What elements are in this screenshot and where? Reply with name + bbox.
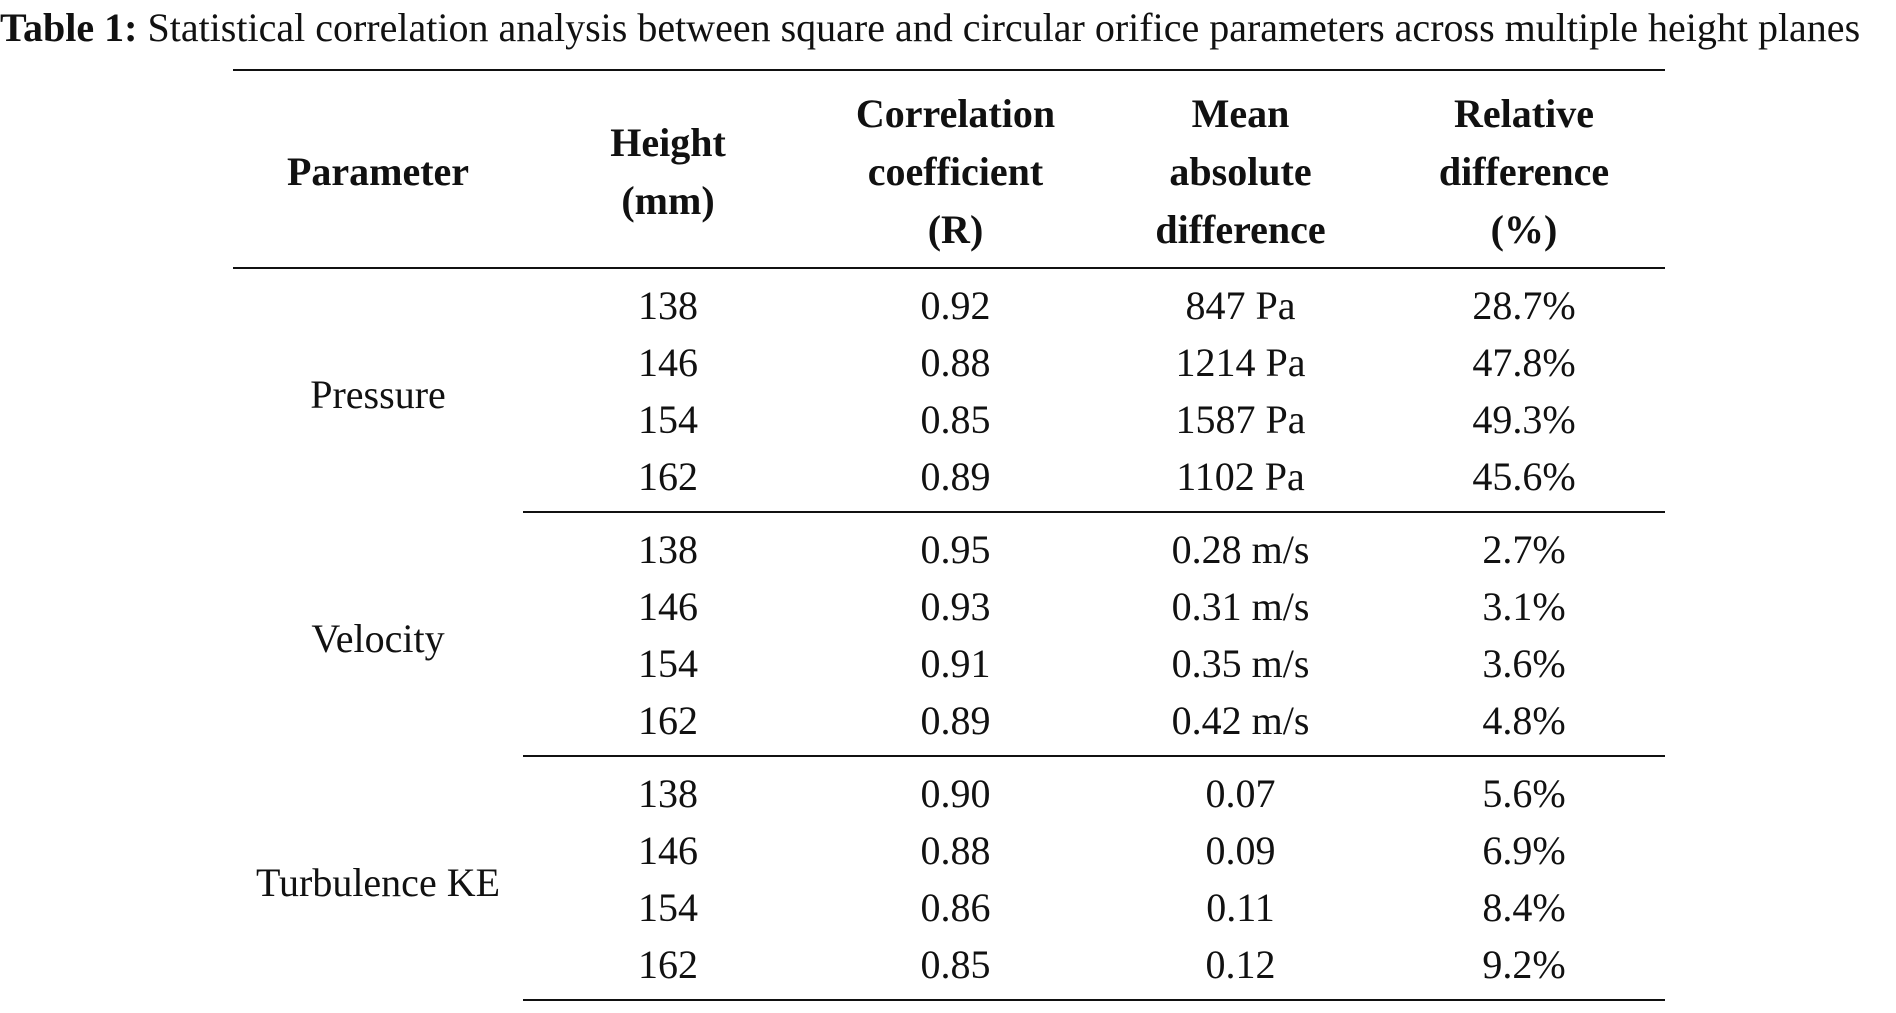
header-line: Correlation (855, 91, 1056, 136)
header-line: (%) (1490, 207, 1558, 252)
table-group: Pressure 138 0.92 847 Pa 28.7% 146 0.88 1214 Pa… (233, 268, 1665, 513)
mean-abs-diff-cell: 0.09 (1205, 828, 1276, 873)
mean-abs-diff-cell: 1102 Pa (1098, 448, 1383, 513)
height-cell: 154 (638, 397, 698, 442)
relative-diff-cell: 5.6% (1482, 771, 1566, 816)
relative-diff-cell: 6.9% (1482, 828, 1566, 873)
table-header: Parameter Height (mm) Correlation coeffici… (233, 69, 1665, 269)
height-cell: 146 (638, 828, 698, 873)
header-line: difference (1438, 149, 1610, 194)
correlation-table: Parameter Height (mm) Correlation coeffici… (233, 69, 1665, 1001)
correlation-cell: 0.86 (920, 885, 991, 930)
relative-diff-cell: 9.2% (1383, 936, 1665, 1001)
caption-label: Table 1: (0, 5, 138, 50)
header-line: difference (1155, 207, 1326, 252)
correlation-cell: 0.95 (920, 527, 991, 572)
height-cell: 162 (523, 448, 813, 513)
header-parameter: Parameter (233, 69, 523, 269)
header-line: (mm) (621, 178, 715, 223)
mean-abs-diff-cell: 0.28 m/s (1171, 527, 1310, 572)
header-line: Parameter (286, 149, 470, 194)
height-cell: 146 (638, 340, 698, 385)
correlation-cell: 0.89 (813, 448, 1098, 513)
caption-text: Statistical correlation analysis between… (137, 5, 1861, 50)
table-row: 162 0.85 0.12 9.2% (233, 936, 1665, 1001)
header-row: Parameter Height (mm) Correlation coeffici… (233, 69, 1665, 269)
height-cell: 154 (638, 885, 698, 930)
header-line: coefficient (867, 149, 1044, 194)
mean-abs-diff-cell: 0.35 m/s (1171, 641, 1310, 686)
mean-abs-diff-cell: 0.12 (1098, 936, 1383, 1001)
table-row: Velocity 138 0.95 0.28 m/s 2.7% (233, 512, 1665, 661)
parameter-cell: Turbulence KE (255, 859, 501, 905)
correlation-cell: 0.89 (813, 692, 1098, 757)
relative-diff-cell: 8.4% (1482, 885, 1566, 930)
correlation-cell: 0.92 (920, 283, 991, 328)
header-height: Height (mm) (523, 69, 813, 269)
header-line: Relative (1454, 91, 1594, 136)
correlation-cell: 0.93 (920, 584, 991, 629)
header-mean-abs-diff: Mean absolute difference (1098, 69, 1383, 269)
height-cell: 162 (523, 936, 813, 1001)
table-group: Velocity 138 0.95 0.28 m/s 2.7% 146 0.93 0.31 m… (233, 512, 1665, 757)
height-cell: 138 (638, 283, 698, 328)
height-cell: 138 (638, 771, 698, 816)
correlation-cell: 0.85 (813, 936, 1098, 1001)
height-cell: 154 (638, 641, 698, 686)
relative-diff-cell: 3.1% (1482, 584, 1566, 629)
table-caption: Table 1: Statistical correlation analysi… (0, 4, 1896, 52)
mean-abs-diff-cell: 0.42 m/s (1098, 692, 1383, 757)
relative-diff-cell: 49.3% (1472, 397, 1576, 442)
relative-diff-cell: 47.8% (1472, 340, 1576, 385)
table-row: 162 0.89 0.42 m/s 4.8% (233, 692, 1665, 757)
header-correlation: Correlation coefficient (R) (813, 69, 1098, 269)
mean-abs-diff-cell: 0.07 (1205, 771, 1276, 816)
mean-abs-diff-cell: 0.11 (1206, 885, 1275, 930)
relative-diff-cell: 45.6% (1383, 448, 1665, 513)
table-row: 154 0.86 0.11 8.4% (233, 879, 1665, 936)
relative-diff-cell: 28.7% (1472, 283, 1576, 328)
height-cell: 162 (523, 692, 813, 757)
relative-diff-cell: 4.8% (1383, 692, 1665, 757)
correlation-cell: 0.90 (920, 771, 991, 816)
correlation-cell: 0.88 (920, 828, 991, 873)
header-line: (R) (927, 207, 984, 252)
table-group: Turbulence KE 138 0.90 0.07 5.6% 146 0.88 0.09 6… (233, 756, 1665, 1001)
table-row: 154 0.85 1587 Pa 49.3% (233, 391, 1665, 448)
height-cell: 138 (638, 527, 698, 572)
table-row: 146 0.93 0.31 m/s 3.1% (233, 578, 1665, 635)
height-cell: 146 (638, 584, 698, 629)
mean-abs-diff-cell: 847 Pa (1185, 283, 1296, 328)
table-row: 146 0.88 1214 Pa 47.8% (233, 334, 1665, 391)
table-row: Turbulence KE 138 0.90 0.07 5.6% (233, 756, 1665, 905)
parameter-cell: Velocity (311, 615, 445, 661)
header-line: Mean (1191, 91, 1290, 136)
mean-abs-diff-cell: 1214 Pa (1175, 340, 1306, 385)
mean-abs-diff-cell: 0.31 m/s (1171, 584, 1310, 629)
correlation-cell: 0.85 (920, 397, 991, 442)
mean-abs-diff-cell: 1587 Pa (1175, 397, 1306, 442)
parameter-cell: Pressure (310, 372, 446, 417)
correlation-cell: 0.91 (920, 641, 991, 686)
correlation-cell: 0.88 (920, 340, 991, 385)
header-relative-diff: Relative difference (%) (1383, 69, 1665, 269)
table-row: 146 0.88 0.09 6.9% (233, 822, 1665, 879)
header-line: absolute (1169, 149, 1312, 194)
table-row: 154 0.91 0.35 m/s 3.6% (233, 635, 1665, 692)
relative-diff-cell: 2.7% (1482, 527, 1566, 572)
header-line: Height (610, 120, 726, 165)
table-row: 162 0.89 1102 Pa 45.6% (233, 448, 1665, 513)
table-row: Pressure 138 0.92 847 Pa 28.7% (233, 268, 1665, 417)
relative-diff-cell: 3.6% (1482, 641, 1566, 686)
